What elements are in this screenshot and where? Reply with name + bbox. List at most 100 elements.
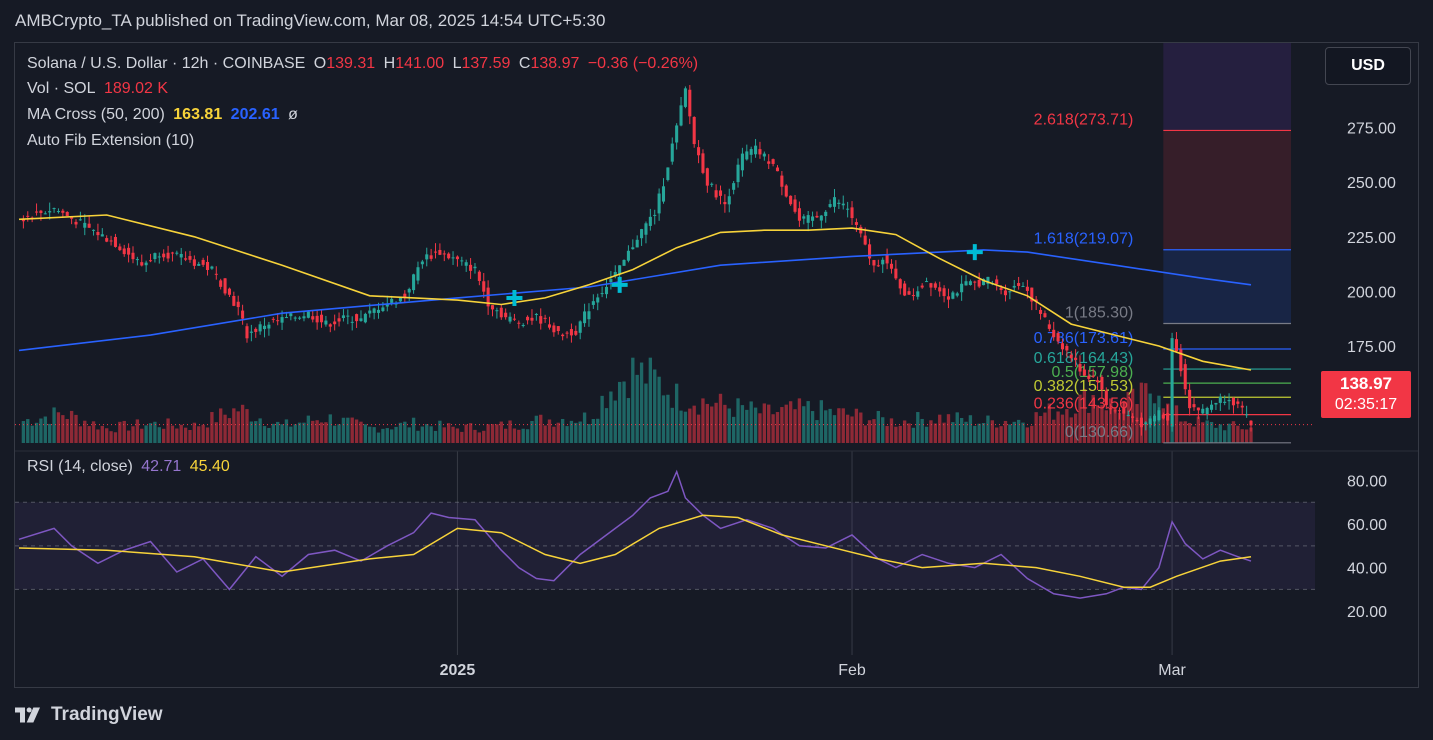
currency-button[interactable]: USD <box>1325 47 1411 85</box>
ma-cross-label[interactable]: MA Cross (50, 200) <box>27 106 165 123</box>
fib-label[interactable]: Auto Fib Extension (10) <box>27 132 195 149</box>
candle-body <box>626 250 630 261</box>
volume-bar <box>473 429 477 443</box>
candle-body <box>127 247 131 255</box>
candle-body <box>350 321 354 323</box>
volume-bar <box>34 422 39 443</box>
volume-bar <box>525 429 530 443</box>
candle-body <box>1153 415 1157 422</box>
candle-body <box>1117 410 1122 412</box>
fib-legend[interactable]: Auto Fib Extension (10) <box>27 132 198 150</box>
candle-body <box>968 281 972 285</box>
volume-bar <box>1117 412 1122 443</box>
chart-frame[interactable]: 2.618(273.71) 1.618(219.07) 1(185.30) 0.786… <box>14 42 1419 688</box>
candle-body <box>140 262 144 266</box>
fib-level-label: 1(185.30) <box>1065 304 1134 321</box>
volume-bar <box>240 404 245 443</box>
candle-body <box>526 316 530 321</box>
price-axis-tick: 225.00 <box>1347 230 1396 247</box>
open-value: 139.31 <box>326 55 376 72</box>
volume-bar <box>87 426 91 443</box>
candle-body <box>1043 313 1047 318</box>
tradingview-footer[interactable]: TradingView <box>15 704 163 726</box>
bar-countdown: 02:35:17 <box>1334 396 1398 413</box>
volume-bar <box>784 404 788 443</box>
tradingview-logo-icon <box>15 707 40 723</box>
volume-bar <box>328 414 332 443</box>
volume-bar <box>881 417 885 443</box>
volume-bar <box>850 416 854 443</box>
candle-body <box>188 256 192 260</box>
volume-bar <box>1069 417 1073 443</box>
candle-body <box>916 291 920 297</box>
volume-bar <box>657 376 661 443</box>
volume-bar <box>1091 395 1095 443</box>
volume-bar <box>1122 400 1126 443</box>
candle-body <box>131 252 135 260</box>
rsi-line <box>18 469 1252 599</box>
candle-body <box>1188 389 1192 409</box>
volume-bar <box>192 422 197 443</box>
volume-bar <box>1205 420 1209 443</box>
candle-body <box>622 259 626 266</box>
candle-body <box>39 210 43 214</box>
candle-body <box>1047 324 1051 329</box>
candle-body <box>96 231 100 236</box>
volume-bar <box>828 408 832 443</box>
fib-zone-red <box>1163 130 1291 250</box>
candle-body <box>1179 349 1183 372</box>
volume-bar <box>468 423 473 443</box>
volume-bar <box>582 412 587 443</box>
candle-body <box>87 223 91 228</box>
ma200-line <box>18 249 1252 352</box>
rsi-legend[interactable]: RSI (14, close) 42.71 45.40 <box>27 458 234 476</box>
symbol-legend[interactable]: Solana / U.S. Dollar · 12h · COINBASE O1… <box>27 55 702 73</box>
volume-bar <box>170 425 175 443</box>
volume-bar <box>1201 422 1205 443</box>
volume-bar <box>696 414 701 443</box>
candle-body <box>91 229 96 231</box>
volume-legend[interactable]: Vol · SOL 189.02 K <box>27 80 172 98</box>
volume-label[interactable]: Vol · SOL <box>27 80 96 97</box>
candle-body <box>210 266 214 269</box>
candle-body <box>258 324 262 332</box>
candle-body <box>574 330 578 335</box>
candle-body <box>56 211 60 213</box>
candle-body <box>556 326 560 332</box>
volume-bar <box>907 423 911 443</box>
rsi-label[interactable]: RSI (14, close) <box>27 458 133 475</box>
symbol-title[interactable]: Solana / U.S. Dollar · 12h · COINBASE <box>27 55 306 72</box>
candle-body <box>1210 404 1214 410</box>
volume-bar <box>1179 421 1183 443</box>
volume-bar <box>113 432 118 443</box>
close-label: C <box>518 55 531 72</box>
candle-body <box>455 256 459 260</box>
ma-cross-legend[interactable]: MA Cross (50, 200) 163.81 202.61 ø <box>27 106 302 124</box>
candle-body <box>828 204 832 207</box>
candle-body <box>504 312 508 318</box>
candle-body <box>789 195 793 205</box>
volume-bar <box>311 420 315 443</box>
candle-body <box>780 175 784 187</box>
candle-body <box>61 210 65 213</box>
volume-bar <box>262 426 267 443</box>
candle-body <box>482 281 486 292</box>
candle-body <box>692 116 696 145</box>
volume-bar <box>547 419 552 443</box>
volume-bar <box>56 412 61 443</box>
chart-canvas[interactable]: 2.618(273.71) 1.618(219.07) 1(185.30) 0.786… <box>15 43 1419 688</box>
candle-body <box>657 193 661 214</box>
candle-body <box>1052 329 1056 338</box>
candle-body <box>732 183 736 190</box>
volume-bar <box>648 357 653 443</box>
ma-cross-marker-icon <box>506 289 523 306</box>
volume-bar <box>631 357 635 443</box>
volume-bar <box>381 428 385 443</box>
volume-bar <box>280 424 284 443</box>
candle-body <box>298 317 302 319</box>
volume-bar <box>346 417 350 443</box>
volume-bar <box>144 425 148 443</box>
candle-body <box>65 211 69 216</box>
volume-bar <box>1038 416 1043 443</box>
candle-body <box>302 316 306 319</box>
